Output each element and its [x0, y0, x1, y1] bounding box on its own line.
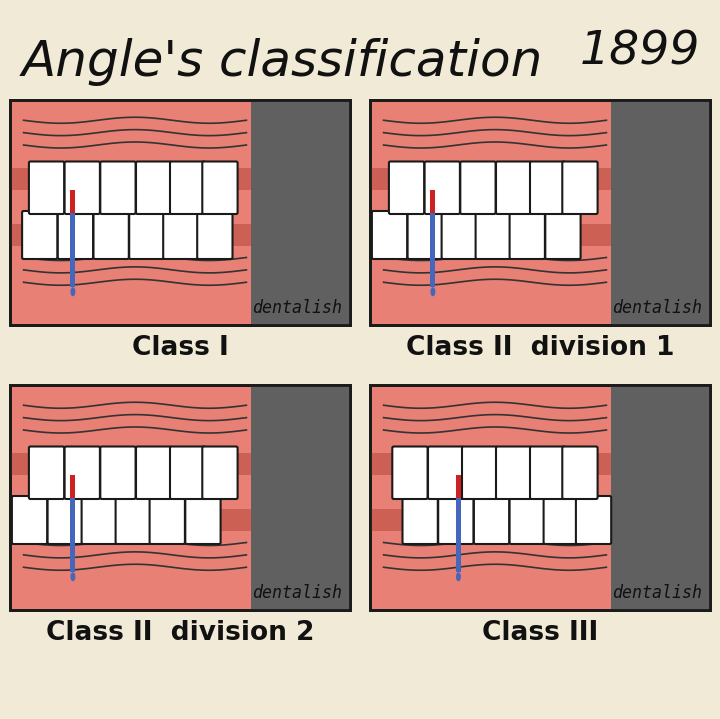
Bar [10, 452, 251, 475]
FancyBboxPatch shape [129, 211, 164, 259]
FancyBboxPatch shape [100, 162, 135, 214]
FancyBboxPatch shape [100, 446, 135, 499]
FancyBboxPatch shape [530, 446, 565, 499]
Bar [10, 100, 350, 325]
FancyBboxPatch shape [29, 162, 64, 214]
FancyBboxPatch shape [544, 496, 579, 544]
Bar [10, 385, 350, 610]
FancyBboxPatch shape [372, 211, 408, 259]
Bar [10, 385, 350, 610]
Text: dentalish: dentalish [252, 299, 342, 317]
Bar [370, 452, 611, 475]
FancyBboxPatch shape [545, 211, 580, 259]
FancyBboxPatch shape [94, 211, 129, 259]
Text: dentalish: dentalish [252, 584, 342, 602]
FancyBboxPatch shape [136, 162, 171, 214]
Bar [611, 100, 710, 325]
FancyBboxPatch shape [438, 496, 474, 544]
Text: dentalish: dentalish [612, 299, 702, 317]
FancyBboxPatch shape [441, 211, 477, 259]
Bar [71, 231, 76, 287]
FancyBboxPatch shape [392, 446, 428, 499]
Bar [251, 100, 350, 325]
Bar [10, 224, 251, 246]
FancyBboxPatch shape [58, 211, 93, 259]
FancyBboxPatch shape [530, 162, 565, 214]
FancyBboxPatch shape [65, 446, 100, 499]
FancyBboxPatch shape [150, 496, 185, 544]
FancyBboxPatch shape [12, 496, 48, 544]
FancyBboxPatch shape [428, 446, 463, 499]
Bar [71, 191, 76, 213]
Bar [431, 191, 436, 213]
Bar [71, 516, 76, 572]
FancyBboxPatch shape [562, 162, 598, 214]
FancyBboxPatch shape [389, 162, 424, 214]
Ellipse shape [456, 572, 461, 581]
FancyBboxPatch shape [462, 446, 498, 499]
Bar [71, 213, 76, 231]
FancyBboxPatch shape [474, 496, 509, 544]
Bar [431, 213, 436, 231]
Text: Class III: Class III [482, 620, 598, 646]
FancyBboxPatch shape [460, 162, 495, 214]
Text: dentalish: dentalish [612, 584, 702, 602]
Text: Class II  division 1: Class II division 1 [406, 335, 674, 361]
FancyBboxPatch shape [510, 211, 545, 259]
FancyBboxPatch shape [496, 446, 531, 499]
Bar [10, 100, 350, 325]
FancyBboxPatch shape [202, 446, 238, 499]
Bar [370, 224, 611, 246]
Bar [10, 168, 251, 190]
Bar [431, 231, 436, 287]
Bar [71, 498, 76, 516]
Text: Class II  division 2: Class II division 2 [46, 620, 314, 646]
FancyBboxPatch shape [562, 446, 598, 499]
FancyBboxPatch shape [48, 496, 83, 544]
FancyBboxPatch shape [163, 211, 199, 259]
Text: Class I: Class I [132, 335, 228, 361]
FancyBboxPatch shape [496, 162, 531, 214]
Ellipse shape [71, 288, 76, 296]
FancyBboxPatch shape [170, 162, 205, 214]
FancyBboxPatch shape [136, 446, 171, 499]
FancyBboxPatch shape [22, 211, 58, 259]
Bar [370, 100, 710, 325]
Bar [370, 385, 710, 610]
Bar [456, 475, 461, 498]
Bar [71, 475, 76, 498]
Ellipse shape [71, 572, 76, 581]
Bar [251, 385, 350, 610]
Text: Angle's classification: Angle's classification [22, 38, 544, 86]
FancyBboxPatch shape [408, 211, 443, 259]
FancyBboxPatch shape [402, 496, 438, 544]
Bar [611, 385, 710, 610]
FancyBboxPatch shape [425, 162, 460, 214]
Text: 1899: 1899 [580, 29, 700, 75]
Bar [456, 516, 461, 572]
FancyBboxPatch shape [116, 496, 151, 544]
FancyBboxPatch shape [29, 446, 64, 499]
Ellipse shape [431, 288, 436, 296]
FancyBboxPatch shape [185, 496, 220, 544]
FancyBboxPatch shape [197, 211, 233, 259]
Bar [10, 509, 251, 531]
FancyBboxPatch shape [65, 162, 100, 214]
Bar [370, 509, 611, 531]
FancyBboxPatch shape [510, 496, 545, 544]
FancyBboxPatch shape [170, 446, 205, 499]
FancyBboxPatch shape [202, 162, 238, 214]
FancyBboxPatch shape [576, 496, 611, 544]
Bar [456, 498, 461, 516]
FancyBboxPatch shape [81, 496, 117, 544]
FancyBboxPatch shape [476, 211, 511, 259]
Bar [370, 168, 611, 190]
Bar [370, 385, 710, 610]
Bar [370, 100, 710, 325]
